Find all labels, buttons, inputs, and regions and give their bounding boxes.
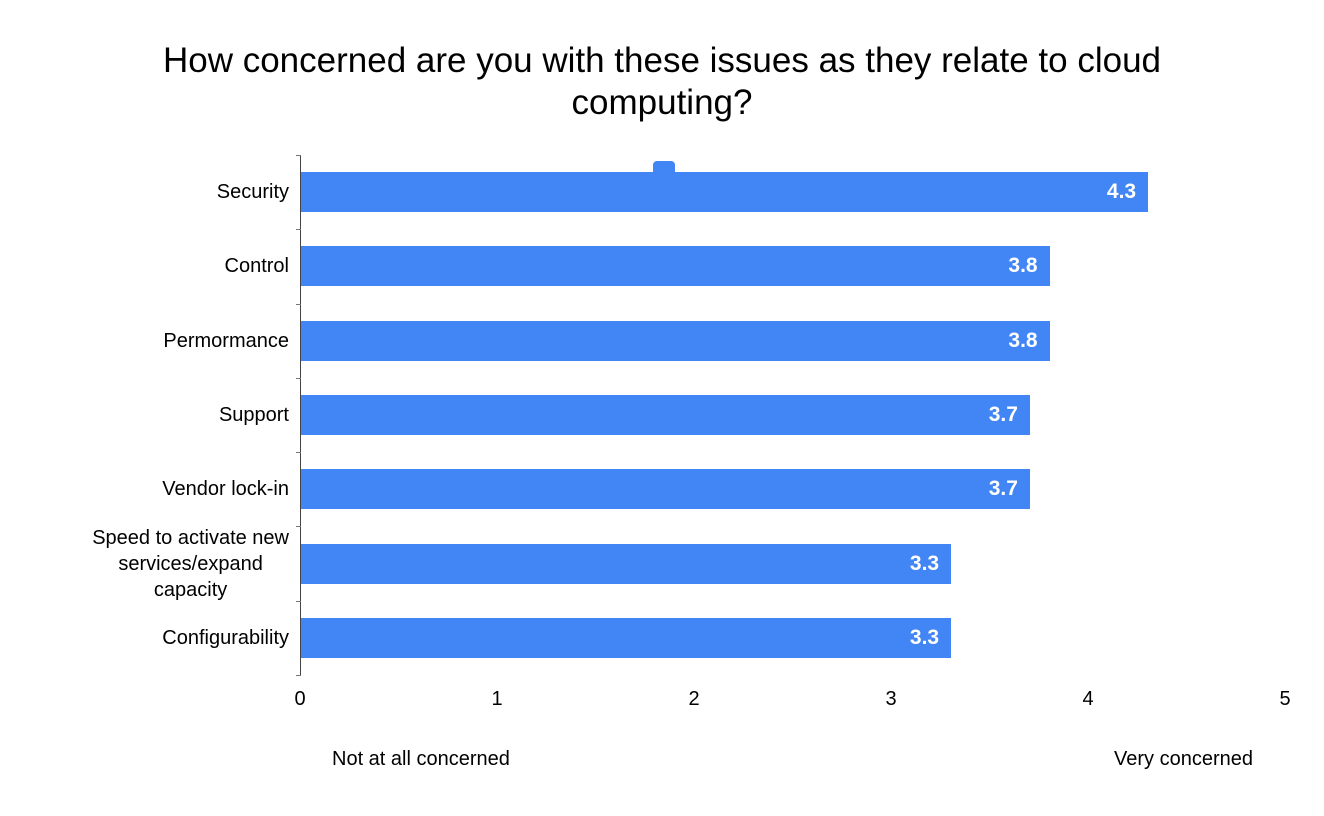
y-axis-tick-mark <box>296 229 301 231</box>
bar-row: Configurability 3.3 <box>162 601 1286 675</box>
bar: 3.3 <box>301 617 952 658</box>
x-axis-max-annotation: Very concerned <box>1114 748 1253 770</box>
y-axis-tick-mark <box>296 600 301 602</box>
bar: 4.3 <box>301 172 1149 213</box>
bar-value-label: 3.8 <box>1008 254 1038 278</box>
x-axis-tick-label: 3 <box>885 688 897 710</box>
y-axis-tick-mark <box>296 526 301 528</box>
y-axis-tick-mark <box>296 377 301 379</box>
bar: 3.7 <box>301 469 1030 510</box>
x-axis-annotations: Not at all concerned Very concerned <box>300 748 1285 771</box>
plot-area: Security 4.3 Control 3.8 Permormance 3.8 Suppo… <box>92 155 1286 676</box>
bar-row: Permormance 3.8 <box>163 304 1286 378</box>
y-axis-tick-mark <box>296 155 301 156</box>
category-label: Support <box>218 403 289 426</box>
category-label: Speed to activate new services/expand ca… <box>92 526 289 601</box>
bar-value-label: 3.3 <box>909 551 940 575</box>
bar: 3.8 <box>301 246 1050 287</box>
category-label: Vendor lock-in <box>162 478 289 501</box>
bar: 3.8 <box>301 320 1050 361</box>
x-axis-tick-label: 0 <box>294 688 306 710</box>
bar-row: Vendor lock-in 3.7 <box>162 452 1286 526</box>
x-axis: 0 1 2 3 4 5 <box>294 688 1290 716</box>
x-axis-tick-label: 4 <box>1082 688 1094 710</box>
bar-value-label: 3.3 <box>909 625 940 649</box>
x-axis-tick-label: 2 <box>688 688 700 710</box>
y-axis-tick-mark <box>296 675 301 676</box>
bar: 3.7 <box>301 394 1030 435</box>
bar-row: Speed to activate new services/expand ca… <box>92 526 1286 601</box>
bar-row: Control 3.8 <box>225 229 1286 303</box>
y-axis-tick-mark <box>296 452 301 454</box>
category-label: Security <box>216 181 289 204</box>
bar-row: Security 4.3 <box>217 155 1286 229</box>
bar-value-label: 3.7 <box>988 477 1018 501</box>
x-axis-min-annotation: Not at all concerned <box>332 748 510 770</box>
y-axis-tick-mark <box>296 303 301 305</box>
bar: 3.3 <box>301 543 952 584</box>
x-axis-tick-label: 1 <box>491 688 503 710</box>
category-label: Configurability <box>162 626 289 649</box>
category-label: Permormance <box>163 329 289 352</box>
bar-value-label: 3.7 <box>988 402 1018 426</box>
bar-value-label: 3.8 <box>1008 328 1038 352</box>
bar-value-label: 4.3 <box>1106 180 1137 204</box>
x-axis-tick-label: 5 <box>1279 688 1291 710</box>
stray-bar-artifact <box>653 161 675 175</box>
chart-title: How concerned are you with these issues … <box>162 41 1162 122</box>
category-label: Control <box>224 255 289 278</box>
bar-row: Support 3.7 <box>219 378 1286 452</box>
